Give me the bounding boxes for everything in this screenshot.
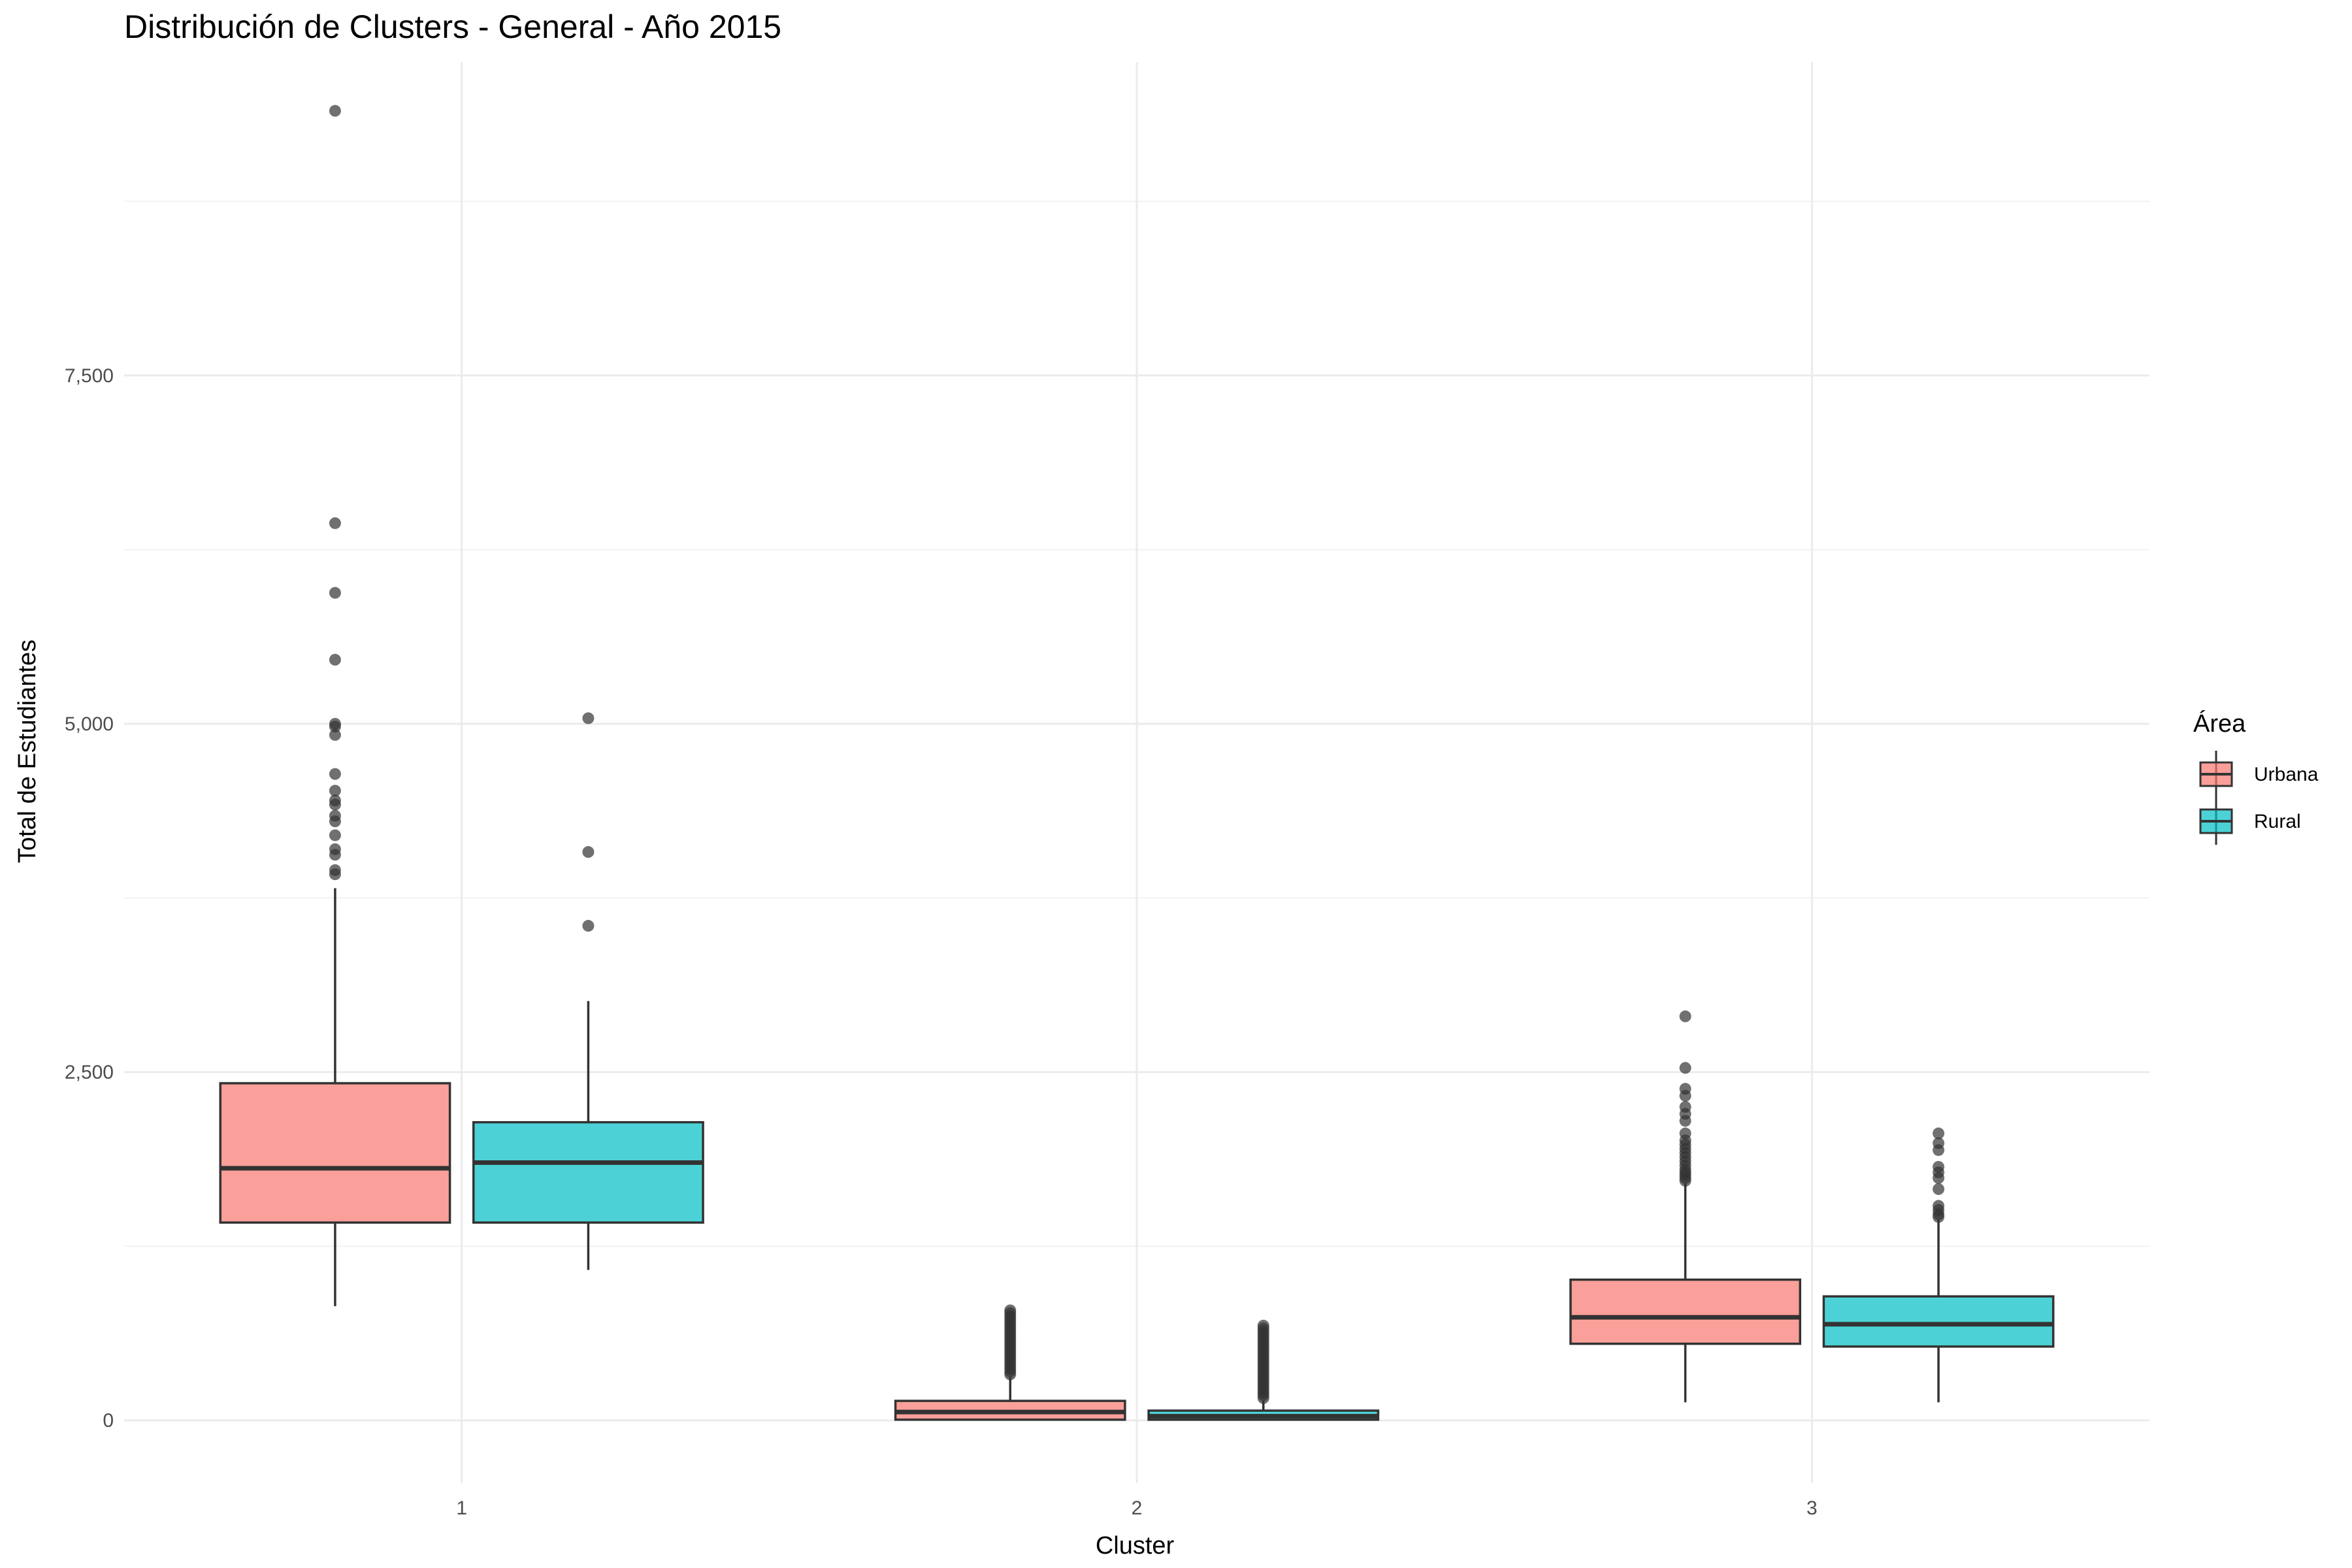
outlier-point bbox=[1257, 1320, 1269, 1332]
outlier-point bbox=[329, 105, 341, 117]
x-axis-title: Cluster bbox=[1096, 1532, 1175, 1560]
outlier-point bbox=[1679, 1062, 1691, 1074]
outlier-point bbox=[1679, 1175, 1691, 1187]
outlier-point bbox=[1933, 1172, 1945, 1184]
y-tick-label: 5,000 bbox=[65, 713, 114, 735]
outlier-point bbox=[329, 653, 341, 666]
outlier-point bbox=[1933, 1127, 1945, 1139]
outlier-point bbox=[582, 920, 595, 932]
outlier-point bbox=[1679, 1090, 1691, 1102]
box bbox=[1569, 1278, 1802, 1345]
grid-layer bbox=[124, 62, 2149, 1483]
chart-title: Distribución de Clusters - General - Año… bbox=[124, 8, 781, 45]
legend-items: Urbana Rural bbox=[2199, 751, 2319, 845]
box bbox=[1822, 1295, 2055, 1348]
y-tick-label: 7,500 bbox=[65, 365, 114, 387]
y-tick-label: 2,500 bbox=[65, 1062, 114, 1083]
legend-item-rural: Rural bbox=[2199, 798, 2301, 845]
outlier-point bbox=[329, 768, 341, 780]
boxplot-urbana-cluster-1 bbox=[219, 105, 451, 1307]
outlier-point bbox=[329, 815, 341, 828]
legend-label: Rural bbox=[2254, 811, 2301, 832]
x-tick-label: 1 bbox=[456, 1497, 467, 1519]
boxplot-rural-cluster-1 bbox=[472, 712, 704, 1270]
boxplot-urbana-cluster-3 bbox=[1569, 1010, 1802, 1403]
legend-title: Área bbox=[2193, 710, 2246, 738]
outlier-point bbox=[1933, 1144, 1945, 1156]
outlier-point bbox=[1004, 1304, 1017, 1316]
y-axis-title: Total de Estudiantes bbox=[14, 640, 41, 863]
outlier-point bbox=[329, 721, 341, 733]
legend: Área Urbana Rural bbox=[2193, 710, 2319, 845]
x-tick-label: 2 bbox=[1132, 1497, 1143, 1519]
outlier-point bbox=[1679, 1115, 1691, 1127]
boxplot-rural-cluster-2 bbox=[1147, 1320, 1380, 1421]
box bbox=[472, 1120, 704, 1224]
outlier-point bbox=[329, 587, 341, 599]
boxplot-rural-cluster-3 bbox=[1822, 1127, 2055, 1403]
outlier-point bbox=[582, 846, 595, 858]
outlier-point bbox=[1679, 1010, 1691, 1022]
box bbox=[219, 1082, 451, 1224]
outlier-point bbox=[329, 785, 341, 797]
outlier-point bbox=[1933, 1211, 1945, 1223]
y-tick-label: 0 bbox=[103, 1410, 114, 1431]
boxplot-urbana-cluster-2 bbox=[894, 1304, 1126, 1421]
axis-layer: 0 2,500 5,000 7,500 1 2 3 bbox=[65, 365, 1818, 1519]
legend-item-urbana: Urbana bbox=[2199, 751, 2319, 798]
box-layer bbox=[219, 105, 2055, 1421]
outlier-point bbox=[329, 728, 341, 741]
outlier-point bbox=[329, 868, 341, 881]
outlier-point bbox=[329, 798, 341, 811]
outlier-point bbox=[329, 829, 341, 841]
x-tick-label: 3 bbox=[1806, 1497, 1818, 1519]
outlier-point bbox=[329, 517, 341, 529]
legend-label: Urbana bbox=[2254, 764, 2319, 785]
outlier-point bbox=[329, 849, 341, 861]
outlier-point bbox=[582, 712, 595, 725]
outlier-point bbox=[1933, 1183, 1945, 1196]
